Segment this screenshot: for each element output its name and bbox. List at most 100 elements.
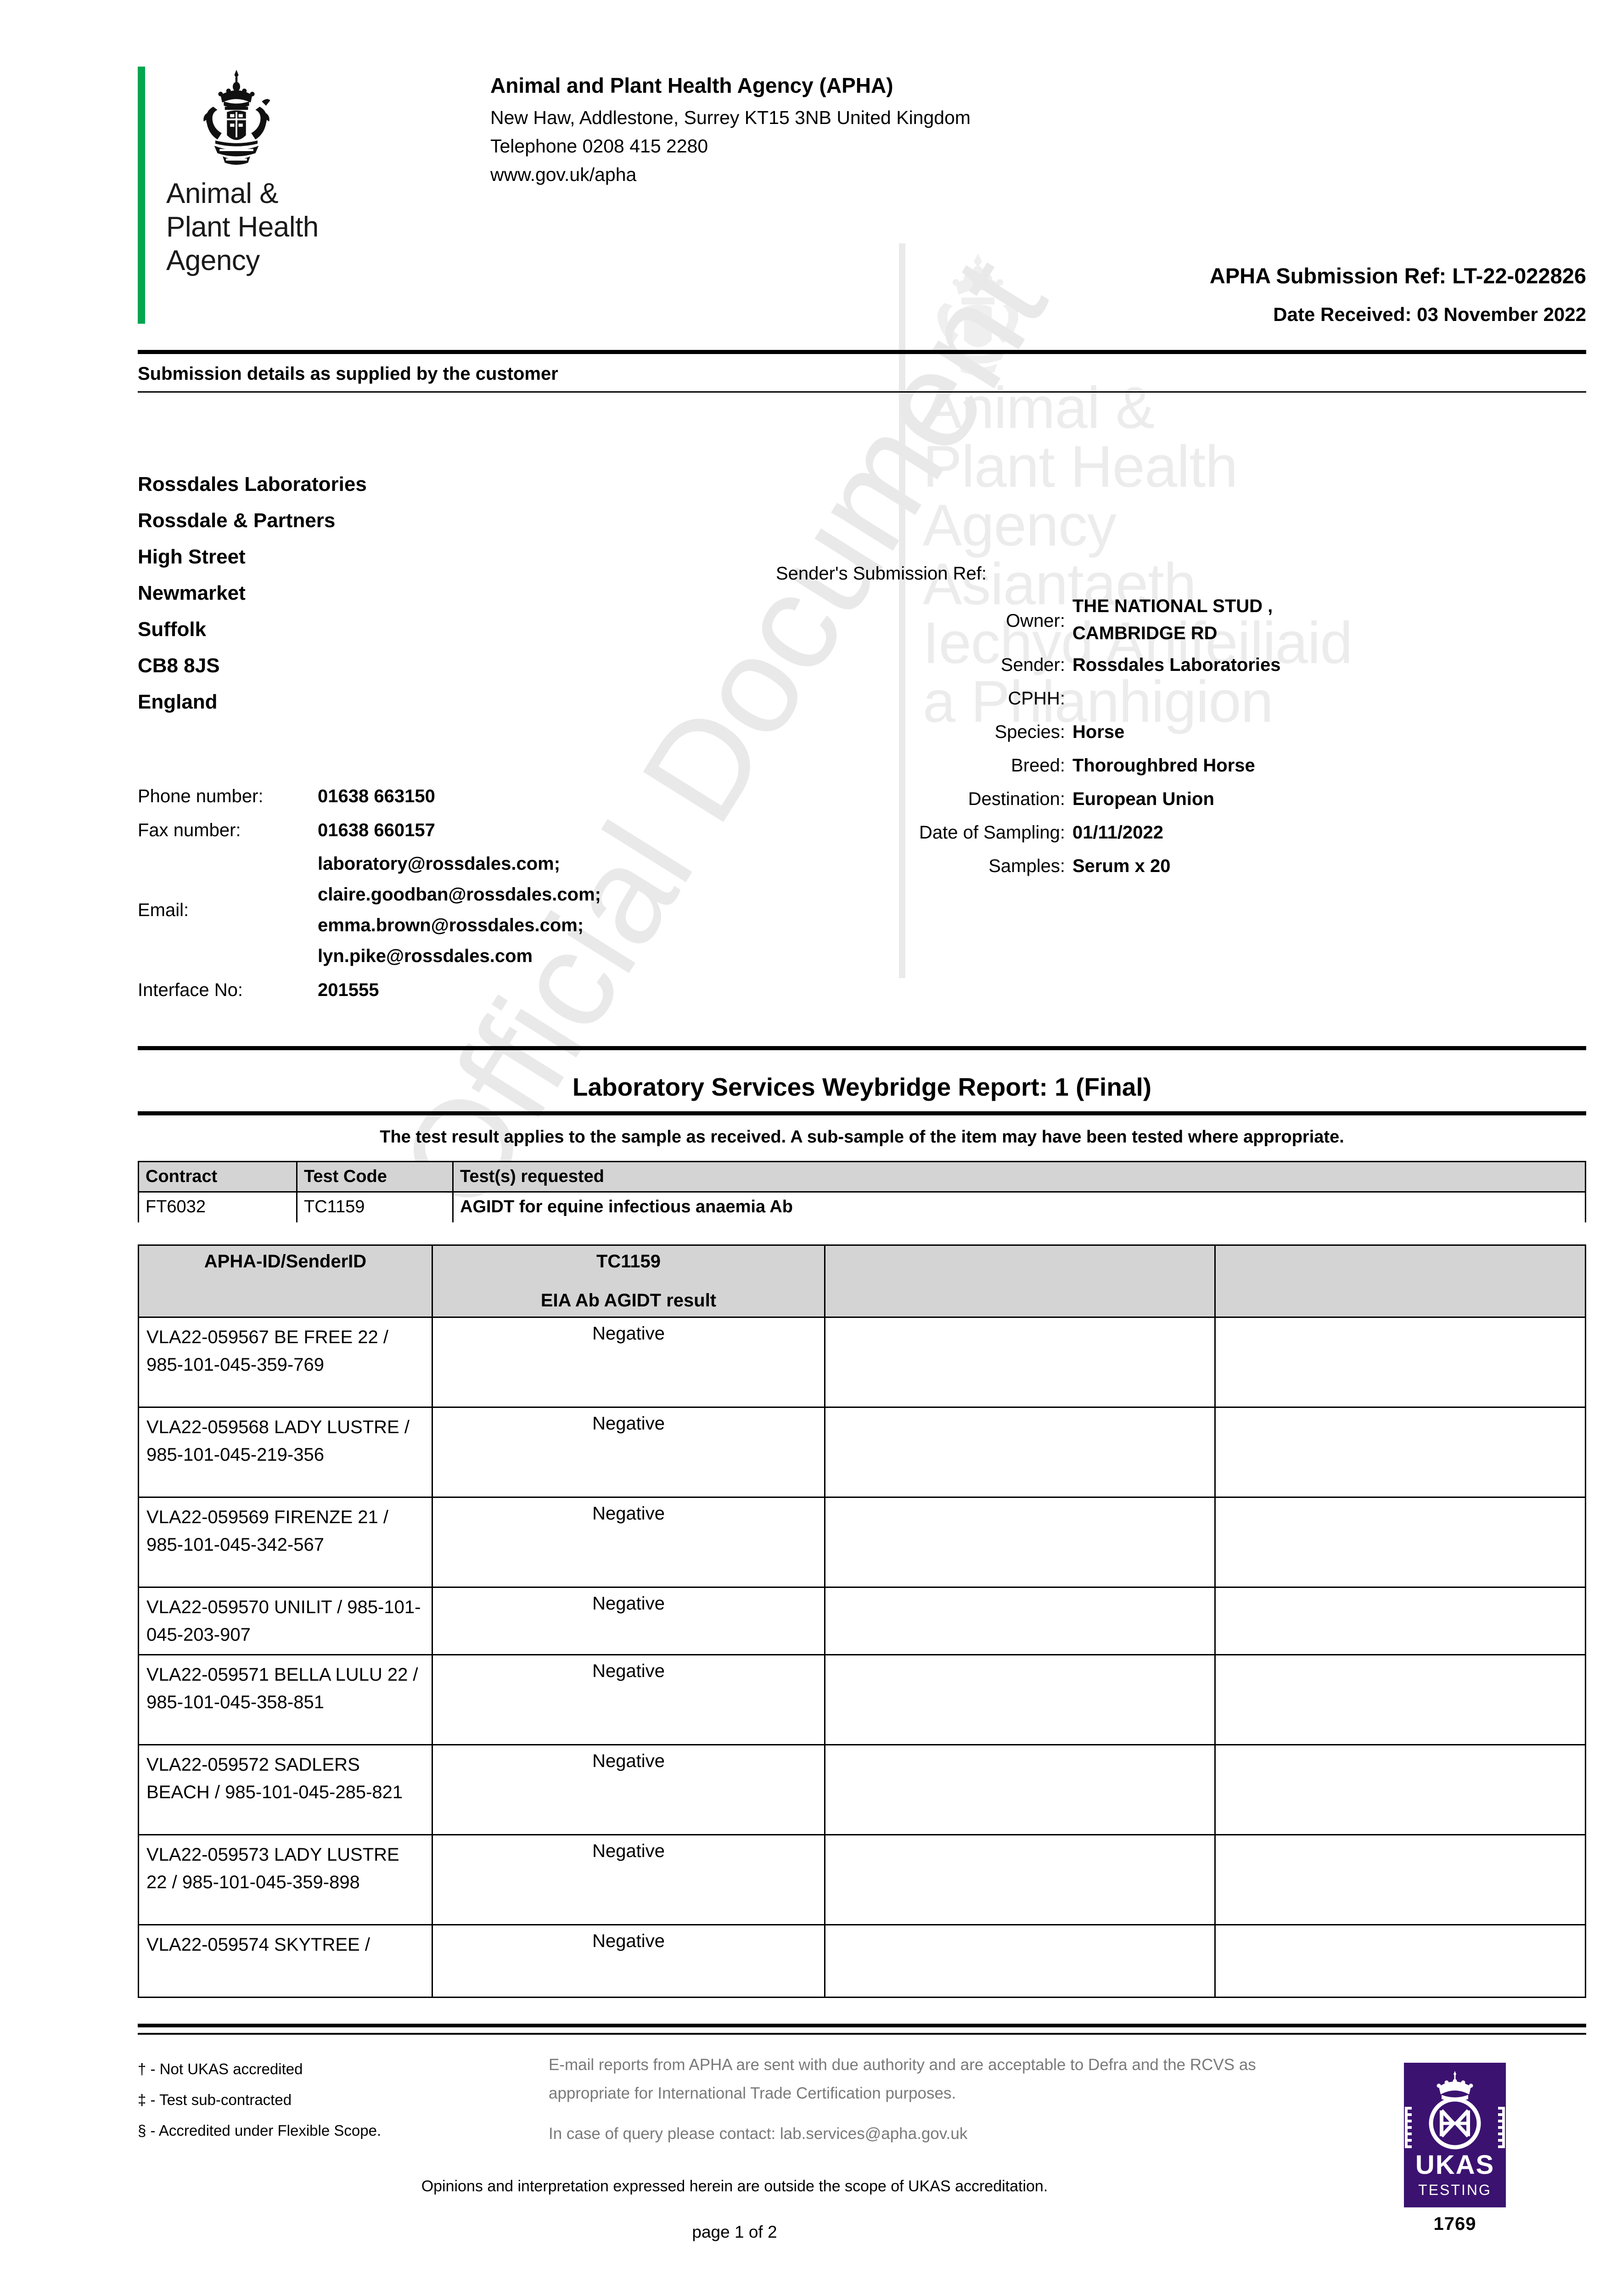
cell-result: Negative [432, 1834, 825, 1925]
cphh-label: CPHH: [1008, 688, 1065, 709]
customer-contact-block: Phone number: 01638 663150 Fax number: 0… [138, 781, 803, 1008]
breed-value: Thoroughbred Horse [1072, 755, 1255, 776]
address-line: Newmarket [138, 582, 246, 604]
address-line: High Street [138, 546, 246, 568]
sender-row: Sender: Rossdales Laboratories [776, 649, 1510, 681]
sender-value: Rossdales Laboratories [1072, 655, 1281, 675]
page-number: page 1 of 2 [692, 2223, 777, 2241]
table-row: VLA22-059574 SKYTREE / Negative [138, 1924, 1586, 1998]
results-table-header-row: APHA-ID/SenderID TC1159 EIA Ab AGIDT res… [138, 1244, 1586, 1318]
address-line: Rossdale & Partners [138, 509, 336, 532]
fax-row: Fax number: 01638 660157 [138, 815, 803, 846]
agency-contact-block: Animal and Plant Health Agency (APHA) Ne… [490, 71, 1363, 189]
cell-result: Negative [432, 1407, 825, 1498]
query-contact-note: In case of query please contact: lab.ser… [549, 2125, 968, 2143]
samples-label: Samples: [988, 856, 1065, 876]
address-line: Suffolk [138, 618, 207, 641]
col-test-result: TC1159 EIA Ab AGIDT result [432, 1244, 825, 1318]
email-address: emma.brown@rossdales.com; [318, 915, 584, 935]
email-address: laboratory@rossdales.com; [318, 854, 561, 874]
col-apha-id: APHA-ID/SenderID [138, 1244, 433, 1318]
destination-row: Destination: European Union [776, 783, 1510, 815]
email-address: lyn.pike@rossdales.com [318, 946, 533, 966]
destination-value: European Union [1072, 789, 1214, 809]
accreditation-notes: † - Not UKAS accredited ‡ - Test sub-con… [138, 2054, 487, 2146]
cell-result: Negative [432, 1744, 825, 1835]
apha-submission-ref: APHA Submission Ref: LT-22-022826 [1209, 264, 1586, 288]
note-flexible-scope: § - Accredited under Flexible Scope. [138, 2122, 382, 2139]
ukas-type-label: TESTING [1418, 2182, 1492, 2198]
col-contract: Contract [138, 1161, 297, 1193]
contract-table: Contract Test Code Test(s) requested FT6… [138, 1161, 1586, 1222]
address-line: CB8 8JS [138, 654, 220, 677]
cell-extra-3 [824, 1834, 1216, 1925]
cell-extra-4 [1214, 1587, 1586, 1655]
cphh-row: CPHH: [776, 683, 1510, 714]
agency-name: Animal and Plant Health Agency (APHA) [490, 73, 893, 97]
cell-sample-id: VLA22-059574 SKYTREE / [138, 1924, 433, 1998]
cell-sample-id: VLA22-059567 BE FREE 22 / 985-101-045-35… [138, 1317, 433, 1408]
table-row: VLA22-059568 LADY LUSTRE / 985-101-045-2… [138, 1407, 1586, 1498]
apha-logo-text: Animal & Plant Health Agency [166, 177, 442, 277]
apha-logo: Animal & Plant Health Agency [138, 67, 432, 324]
col-test-desc-label: EIA Ab AGIDT result [540, 1290, 717, 1311]
logo-green-bar [138, 67, 145, 324]
contract-table-header-row: Contract Test Code Test(s) requested [138, 1161, 1586, 1193]
agency-website: www.gov.uk/apha [490, 164, 637, 185]
sampling-date-row: Date of Sampling: 01/11/2022 [776, 817, 1510, 848]
address-line: Rossdales Laboratories [138, 473, 367, 495]
col-empty-3 [824, 1244, 1216, 1318]
email-authority-note: E-mail reports from APHA are sent with d… [549, 2056, 1256, 2102]
document-header: Animal & Plant Health Agency Animal and … [0, 0, 1622, 349]
cell-sample-id: VLA22-059569 FIRENZE 21 / 985-101-045-34… [138, 1497, 433, 1588]
interface-label: Interface No: [138, 980, 243, 1000]
table-row: VLA22-059567 BE FREE 22 / 985-101-045-35… [138, 1317, 1586, 1408]
cell-extra-3 [824, 1407, 1216, 1498]
cell-extra-3 [824, 1924, 1216, 1998]
submission-details-underline [138, 391, 1586, 393]
note-sub-contracted: ‡ - Test sub-contracted [138, 2091, 292, 2108]
address-line: England [138, 691, 218, 713]
cell-sample-id: VLA22-059572 SADLERS BEACH / 985-101-045… [138, 1744, 433, 1835]
species-label: Species: [994, 722, 1065, 742]
email-label: Email: [138, 900, 189, 920]
cell-sample-id: VLA22-059573 LADY LUSTRE 22 / 985-101-04… [138, 1834, 433, 1925]
table-row: VLA22-059572 SADLERS BEACH / 985-101-045… [138, 1744, 1586, 1835]
cell-extra-4 [1214, 1834, 1586, 1925]
cell-extra-4 [1214, 1497, 1586, 1588]
cell-sample-id: VLA22-059570 UNILIT / 985-101-045-203-90… [138, 1587, 433, 1655]
cell-extra-4 [1214, 1744, 1586, 1835]
cell-extra-4 [1214, 1654, 1586, 1745]
ukas-accreditation-mark: UKAS TESTING 1769 [1404, 2063, 1506, 2234]
cell-extra-3 [824, 1654, 1216, 1745]
cell-extra-3 [824, 1317, 1216, 1408]
col-tests-requested: Test(s) requested [452, 1161, 1586, 1193]
cell-result: Negative [432, 1924, 825, 1998]
footer-email-notes: E-mail reports from APHA are sent with d… [549, 2051, 1329, 2148]
cell-extra-3 [824, 1744, 1216, 1835]
breed-row: Breed: Thoroughbred Horse [776, 750, 1510, 781]
owner-row: Owner: THE NATIONAL STUD , CAMBRIDGE RD [776, 591, 1510, 647]
opinion-scope-note: Opinions and interpretation expressed he… [421, 2178, 1048, 2195]
owner-value-text: THE NATIONAL STUD , CAMBRIDGE RD [1072, 596, 1273, 643]
logo-line-2: Plant Health [166, 211, 319, 243]
breed-label: Breed: [1011, 755, 1065, 776]
report-disclaimer: The test result applies to the sample as… [380, 1127, 1344, 1147]
samples-row: Samples: Serum x 20 [776, 850, 1510, 882]
cell-sample-id: VLA22-059571 BELLA LULU 22 / 985-101-045… [138, 1654, 433, 1745]
owner-label: Owner: [1006, 611, 1065, 631]
sampling-date-label: Date of Sampling: [919, 822, 1065, 843]
cell-extra-3 [824, 1587, 1216, 1655]
agency-address: New Haw, Addlestone, Surrey KT15 3NB Uni… [490, 107, 971, 128]
royal-coat-of-arms-icon [184, 67, 289, 172]
customer-address-block: Rossdales Laboratories Rossdale & Partne… [138, 466, 367, 720]
cell-extra-4 [1214, 1407, 1586, 1498]
table-row: VLA22-059569 FIRENZE 21 / 985-101-045-34… [138, 1497, 1586, 1588]
agency-telephone: Telephone 0208 415 2280 [490, 135, 708, 157]
cell-extra-3 [824, 1497, 1216, 1588]
results-table: APHA-ID/SenderID TC1159 EIA Ab AGIDT res… [138, 1244, 1586, 1998]
owner-value: THE NATIONAL STUD , CAMBRIDGE RD [1072, 591, 1366, 647]
phone-value: 01638 663150 [318, 786, 435, 806]
note-not-ukas-accredited: † - Not UKAS accredited [138, 2060, 303, 2077]
